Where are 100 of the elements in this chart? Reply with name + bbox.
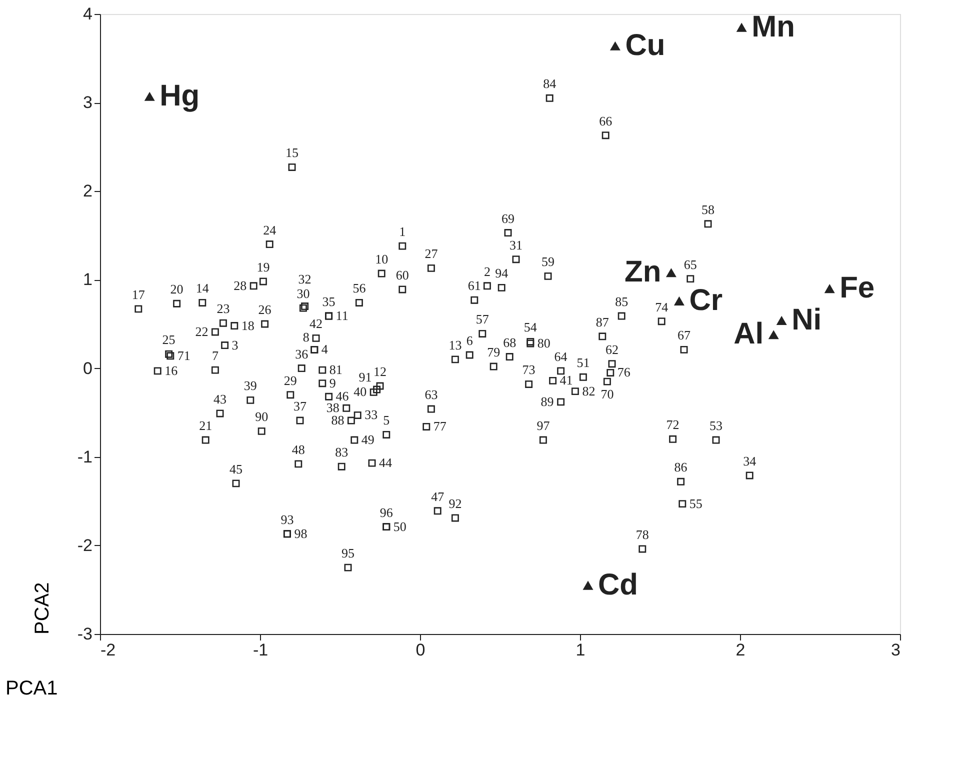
annotation: 63: [424, 387, 438, 402]
y-tick-label: -1: [77, 447, 92, 466]
annotation: 72: [666, 417, 680, 432]
annotation: 47: [431, 488, 445, 504]
annotation: 82: [582, 383, 596, 398]
annotation: 51: [576, 355, 590, 370]
y-axis-title: PCA2: [31, 582, 54, 634]
point: [144, 92, 155, 101]
point: [674, 296, 684, 306]
annotation: 40: [354, 384, 367, 400]
annotation: 21: [199, 418, 212, 434]
annotation: 35: [322, 294, 336, 310]
annotation: 29: [284, 372, 297, 388]
annotation: 85: [615, 294, 628, 310]
point: [824, 284, 835, 294]
annotation: 25: [162, 332, 176, 348]
y-tick-label: 2: [83, 182, 92, 201]
y-tick-label: -3: [77, 624, 92, 644]
annotation: 65: [684, 256, 697, 272]
x-axis-title: PCA1: [6, 678, 58, 700]
annotation: 43: [214, 391, 226, 406]
annotation: 41: [560, 372, 573, 388]
annotation: 2: [484, 264, 490, 279]
annotation: 34: [743, 453, 757, 468]
y-tick-label: 3: [83, 93, 92, 112]
y-tick-label: 1: [83, 270, 92, 290]
annotation: 23: [216, 301, 230, 316]
annotation: Cd: [598, 568, 638, 602]
point: [736, 22, 747, 32]
annotation: 98: [294, 526, 308, 541]
point: [768, 330, 779, 340]
annotation: 33: [364, 407, 378, 422]
annotation: Cu: [625, 28, 666, 62]
annotation: Mn: [752, 10, 795, 44]
annotation: 74: [655, 299, 669, 314]
point: [610, 41, 620, 50]
annotation: 81: [329, 362, 342, 378]
annotation: 36: [295, 346, 309, 362]
annotation: 3: [232, 337, 238, 352]
annotation: 58: [702, 202, 714, 217]
annotation: 24: [263, 222, 277, 238]
annotation: Cr: [689, 284, 723, 317]
annotation: 76: [617, 364, 631, 380]
annotation: 4: [321, 342, 328, 357]
x-tick-label: -1: [252, 640, 268, 660]
annotation: 7: [212, 348, 219, 364]
annotation: 31: [510, 237, 522, 252]
annotation: 93: [280, 512, 294, 527]
annotation: 27: [424, 246, 438, 262]
annotation: 42: [310, 316, 322, 332]
annotation: 89: [540, 394, 554, 409]
annotation: 19: [256, 259, 270, 274]
annotation: 90: [255, 409, 268, 424]
annotation: 97: [536, 418, 550, 434]
annotation: 95: [342, 546, 354, 561]
annotation: Fe: [840, 272, 875, 305]
annotation: 86: [674, 460, 688, 475]
annotation: 54: [524, 320, 538, 335]
annotation: 50: [393, 518, 406, 534]
x-tick-label: -2: [100, 640, 116, 660]
annotation: 15: [286, 145, 298, 160]
annotation: 39: [244, 378, 257, 394]
annotation: 22: [195, 324, 208, 339]
annotation: 84: [543, 76, 557, 92]
point: [666, 268, 676, 278]
annotation: 13: [448, 337, 462, 352]
annotation: 87: [596, 314, 610, 330]
annotation: 79: [487, 344, 500, 360]
annotation: 45: [230, 461, 242, 476]
annotation: 61: [468, 278, 481, 294]
annotation: 64: [554, 348, 568, 364]
annotation: 5: [383, 412, 390, 428]
annotation: 73: [522, 362, 536, 378]
annotation: 48: [292, 442, 305, 457]
annotation: Ni: [792, 303, 822, 336]
annotation: 91: [358, 370, 372, 385]
annotation: 11: [336, 308, 348, 324]
annotation: 80: [537, 335, 550, 350]
x-tick-label: 3: [891, 640, 900, 660]
annotation: 30: [296, 286, 310, 302]
annotation: 62: [606, 342, 618, 357]
annotation: 88: [331, 412, 344, 428]
y-tick-label: -2: [77, 536, 92, 555]
annotation: 1: [399, 224, 406, 240]
annotation: 59: [542, 254, 554, 270]
annotation: 96: [380, 504, 394, 520]
annotation: 55: [689, 496, 702, 511]
annotation: 67: [678, 328, 691, 343]
annotation: 20: [170, 282, 184, 297]
annotation: 6: [466, 333, 474, 348]
annotation: 71: [177, 348, 190, 363]
annotation: Hg: [160, 79, 200, 112]
annotation: 57: [476, 312, 490, 327]
annotation: 8: [302, 330, 310, 345]
annotation: 49: [361, 432, 374, 448]
annotation: 66: [599, 113, 613, 128]
annotation: Al: [734, 318, 764, 351]
annotation: 26: [258, 302, 272, 317]
annotation: 32: [298, 271, 312, 286]
annotation: 12: [374, 364, 386, 379]
